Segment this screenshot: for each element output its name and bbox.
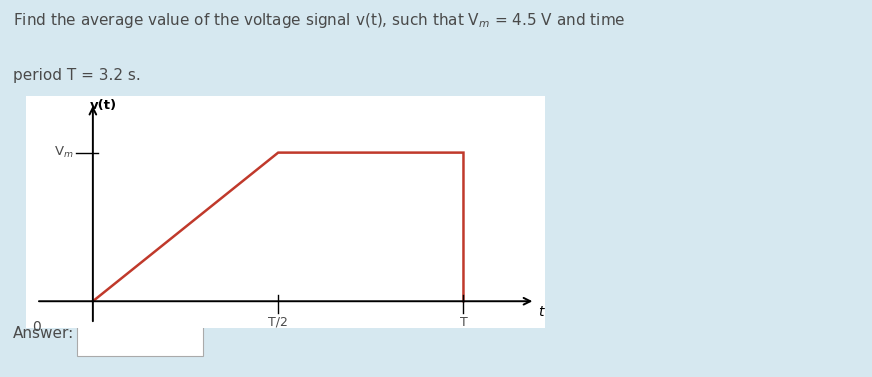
Text: T: T [460,316,467,329]
Text: 0: 0 [31,320,40,334]
Text: v(t): v(t) [90,99,117,112]
Text: Answer:: Answer: [13,326,74,341]
FancyBboxPatch shape [77,313,203,356]
Text: $t$: $t$ [539,305,547,319]
Text: V$_m$: V$_m$ [54,145,74,160]
Text: T/2: T/2 [269,316,288,329]
Text: period T = 3.2 s.: period T = 3.2 s. [13,68,141,83]
Text: Find the average value of the voltage signal v(t), such that V$_m$ = 4.5 V and t: Find the average value of the voltage si… [13,11,625,30]
